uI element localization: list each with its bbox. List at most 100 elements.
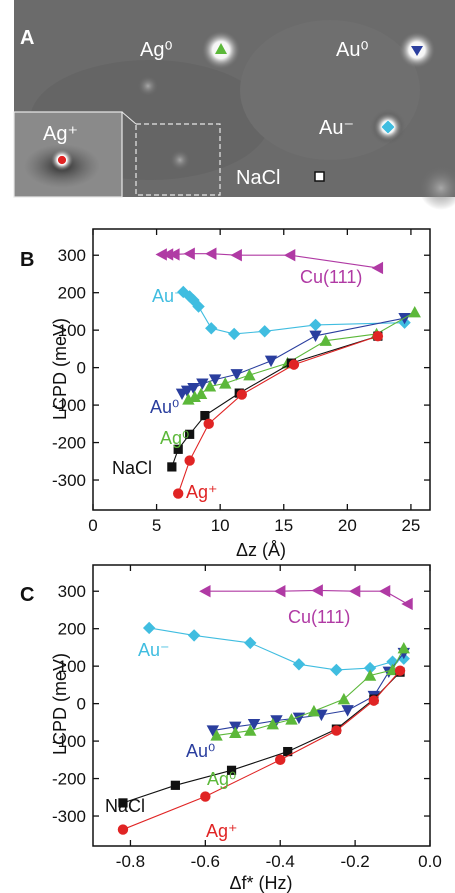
y-tick-label-b: 200: [58, 284, 86, 303]
data-point-ag0-c: [229, 726, 242, 739]
au-minus-marker: [380, 119, 396, 135]
data-point-ag_plus-c: [200, 791, 211, 802]
data-point-cu111-b: [183, 247, 195, 260]
data-point-cu111-b: [371, 261, 384, 275]
series-label-cu111-b: Cu(111): [300, 267, 362, 287]
data-point-ag_plus-c: [275, 754, 286, 766]
x-tick-label-c: -0.2: [340, 852, 369, 871]
data-point-ag0-c: [363, 669, 377, 681]
data-point-au0-b: [309, 330, 322, 342]
label-nacl: NaCl: [236, 167, 280, 189]
data-point-ag0-c: [397, 641, 410, 654]
data-point-nacl-c: [283, 746, 293, 757]
data-point-ag0-b: [203, 380, 217, 392]
x-tick-label-b: 25: [401, 516, 420, 535]
data-point-cu111-c: [311, 584, 323, 597]
x-axis-title-c: Δf* (Hz): [229, 873, 292, 893]
x-tick-label-c: -0.4: [266, 852, 295, 871]
data-point-ag0-b: [188, 390, 201, 403]
series-label-au0-c: Au⁰: [186, 741, 215, 761]
data-point-au0-b: [208, 374, 222, 386]
series-label-ag-plus-c: Ag⁺: [206, 821, 238, 841]
data-point-ag_plus-b: [203, 418, 214, 430]
label-ag0: Ag⁰: [140, 39, 172, 61]
data-point-au_minus-c: [386, 655, 399, 668]
data-point-nacl-c: [170, 780, 180, 790]
data-point-ag_plus-b: [236, 389, 247, 400]
data-point-au0-c: [270, 715, 283, 727]
series-label-au-minus-b: Au⁻: [152, 286, 184, 306]
series-label-nacl-c: NaCl: [105, 796, 145, 816]
label-au-minus: Au⁻: [319, 117, 354, 139]
x-tick-label-c: -0.8: [116, 852, 145, 871]
ticks-c: -0.8 -0.6 -0.4 -0.2 0.0 300 200 100 0 -100 -200 -30…: [52, 565, 442, 871]
series-label-ag0-b: Ag⁰: [160, 428, 189, 448]
data-point-ag0-b: [243, 368, 256, 381]
y-tick-label-b: -100: [52, 396, 86, 415]
ticks-b: 0 5 10 15 20 25 300 200 100 0 -100 -200 -300: [52, 229, 430, 535]
data-point-au_minus-b: [309, 318, 322, 332]
series-layer-c: [117, 584, 413, 835]
data-point-au0-c: [206, 725, 220, 737]
series-label-au-minus-c: Au⁻: [138, 640, 170, 660]
zoom-region-outline: [135, 123, 221, 196]
ag-plus-marker: [57, 155, 67, 165]
data-point-ag_plus-b: [184, 455, 195, 466]
series-line-ag_plus-c: [122, 670, 401, 831]
y-tick-label-c: -300: [52, 807, 86, 826]
y-axis-title-b: LCPD (meV): [50, 318, 70, 420]
data-point-cu111-b: [155, 248, 167, 261]
x-tick-label-b: 0: [88, 516, 97, 535]
panel-c: C LCPD (meV) Δf* (Hz) -0.8 -0.6 -0.4 -0.2 0.…: [20, 564, 442, 893]
data-point-ag0-b: [408, 305, 421, 318]
data-point-ag0-c: [244, 724, 257, 736]
data-point-cu111-c: [348, 585, 361, 598]
y-tick-label-b: 300: [58, 246, 86, 265]
data-point-ag0-c: [285, 713, 298, 725]
data-point-ag_plus-b: [173, 488, 184, 499]
y-tick-label-b: 0: [77, 359, 86, 378]
y-tick-label-b: 100: [58, 321, 86, 340]
y-tick-label-c: 0: [77, 695, 86, 714]
y-tick-label-c: 100: [58, 657, 86, 676]
data-point-ag0-c: [266, 718, 279, 730]
y-tick-label-c: -100: [52, 732, 86, 751]
data-point-cu111-b: [205, 247, 217, 260]
stm-spot-faint: [138, 76, 158, 96]
data-point-au_minus-b: [227, 327, 241, 341]
data-point-nacl-b: [167, 462, 177, 472]
panel-letter-c: C: [20, 584, 34, 606]
data-point-au_minus-c: [330, 663, 343, 677]
x-tick-label-b: 15: [274, 516, 293, 535]
data-point-ag0-c: [210, 729, 223, 741]
series-label-nacl-b: NaCl: [112, 458, 152, 478]
x-tick-label-b: 10: [211, 516, 230, 535]
stm-spot-faint: [170, 150, 190, 170]
data-point-au_minus-c: [292, 658, 306, 671]
data-point-ag_plus-c: [331, 725, 342, 736]
data-point-cu111-b: [230, 249, 242, 262]
x-tick-label-b: 5: [152, 516, 161, 535]
data-point-cu111-b: [168, 248, 180, 261]
data-point-cu111-c: [199, 585, 211, 598]
data-point-au0-c: [247, 719, 261, 731]
panel-a: A Ag⁰ Au⁰ Au⁻ Ag⁺ NaCl: [13, 0, 455, 210]
series-line-ag_plus-b: [177, 335, 379, 494]
data-point-ag_plus-b: [372, 330, 384, 342]
au0-marker: [411, 46, 423, 56]
data-point-ag_plus-c: [117, 824, 129, 835]
data-point-nacl-b: [200, 410, 210, 421]
series-line-nacl-c: [122, 671, 401, 804]
series-label-au0-b: Au⁰: [150, 397, 179, 417]
data-point-nacl-c: [226, 765, 237, 775]
panel-letter-b: B: [20, 249, 34, 271]
data-point-cu111-b: [161, 248, 174, 261]
data-point-nacl-b: [173, 444, 183, 454]
data-point-ag_plus-c: [394, 665, 406, 676]
data-point-ag_plus-b: [288, 359, 300, 370]
data-point-au_minus-c: [142, 621, 156, 635]
x-tick-label-b: 20: [338, 516, 357, 535]
data-point-au_minus-b: [258, 325, 271, 338]
data-point-cu111-c: [401, 597, 413, 611]
